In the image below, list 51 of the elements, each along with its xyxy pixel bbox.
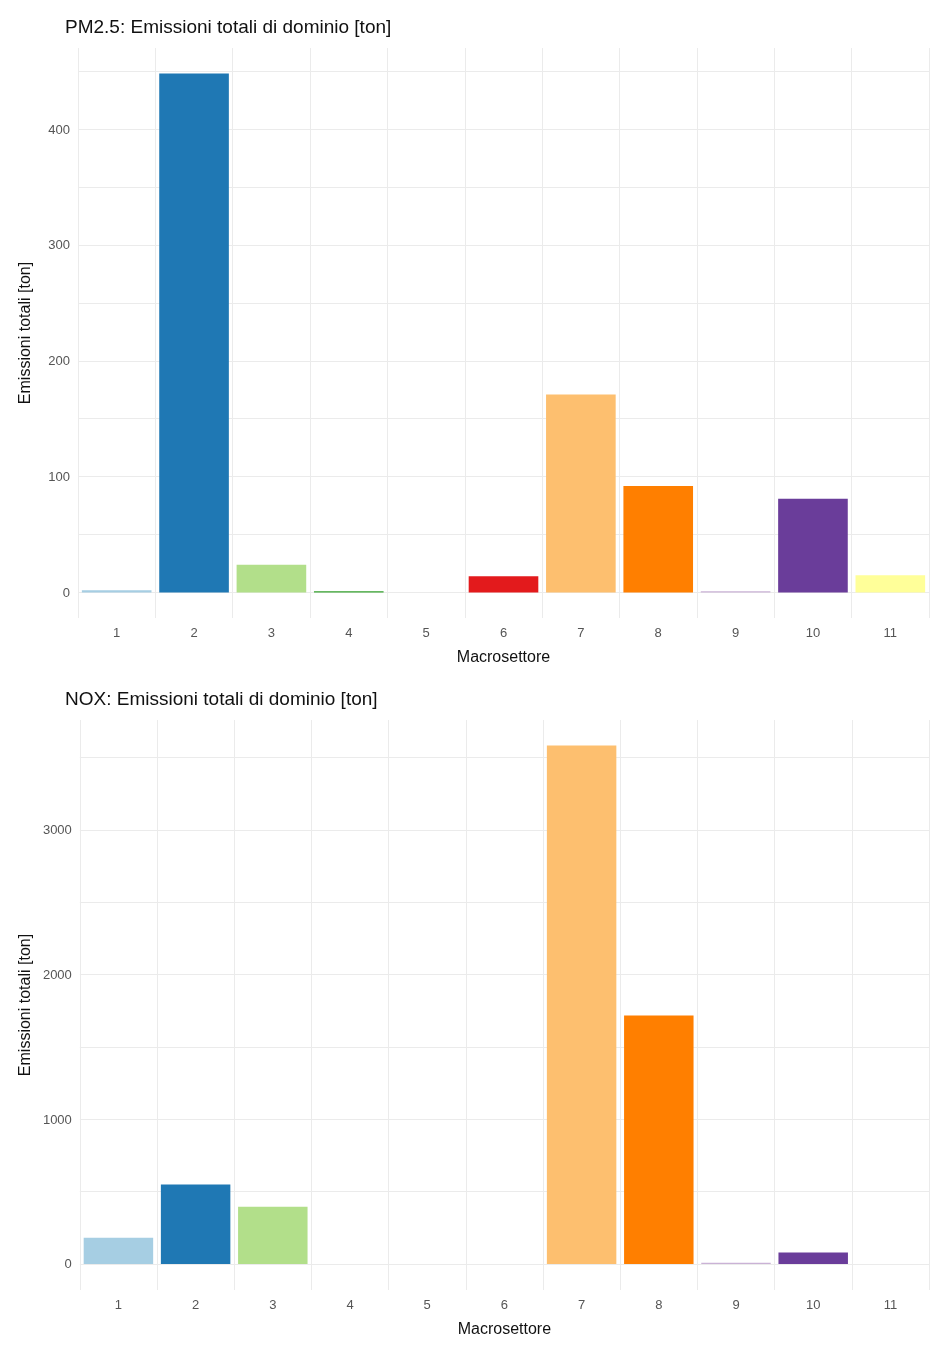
x-axis-title: Macrosettore (456, 647, 551, 665)
y-tick-label: 3000 (42, 822, 72, 838)
bar (159, 73, 229, 593)
bar (546, 745, 617, 1264)
x-tick-label: 3 (267, 625, 276, 640)
y-tick-label: 0 (62, 585, 70, 601)
y-tick-label: 200 (48, 353, 70, 369)
x-tick-label: 1 (113, 625, 121, 640)
x-tick-label: 8 (654, 625, 662, 640)
x-tick-label: 9 (732, 1297, 740, 1312)
x-tick-label: 10 (805, 1297, 821, 1312)
bar (81, 590, 152, 593)
y-tick-label: 100 (48, 469, 70, 485)
x-tick-label: 2 (192, 1297, 200, 1312)
chart-title: PM2.5: Emissioni totali di dominio [ton] (65, 16, 392, 37)
y-tick-label: 0 (64, 1256, 72, 1272)
x-tick-label: 4 (346, 1297, 354, 1312)
bar (236, 564, 307, 593)
bar (83, 1237, 154, 1264)
x-tick-label: 10 (805, 625, 821, 640)
y-tick-label: 2000 (42, 967, 72, 983)
bar (238, 1206, 308, 1264)
y-axis-title: Emissioni totali [ton] (15, 261, 33, 405)
chart-title: NOX: Emissioni totali di dominio [ton] (65, 688, 378, 709)
y-tick-label: 300 (48, 237, 70, 253)
x-tick-label: 8 (655, 1297, 663, 1312)
x-tick-label: 5 (422, 625, 430, 640)
x-axis-title: Macrosettore (457, 1319, 552, 1337)
x-tick-label: 7 (577, 625, 585, 640)
bar (546, 394, 616, 593)
x-tick-label: 2 (190, 625, 198, 640)
x-tick-label: 5 (423, 1297, 431, 1312)
y-tick-label: 400 (48, 121, 70, 137)
bar (468, 576, 539, 593)
bar (855, 575, 926, 593)
y-tick-label: 1000 (42, 1111, 72, 1127)
x-tick-label: 3 (269, 1297, 277, 1312)
bar (778, 1252, 848, 1264)
x-tick-label: 11 (883, 1297, 898, 1312)
bar (160, 1184, 231, 1264)
x-tick-label: 1 (114, 1297, 123, 1312)
x-tick-label: 11 (883, 625, 898, 640)
y-axis-title: Emissioni totali [ton] (15, 933, 33, 1077)
x-tick-label: 6 (499, 625, 508, 640)
x-tick-label: 9 (731, 625, 740, 640)
x-tick-label: 4 (345, 625, 353, 640)
x-tick-label: 6 (500, 1297, 509, 1312)
x-tick-label: 7 (577, 1297, 586, 1312)
bar (624, 1015, 694, 1264)
bar (623, 485, 694, 593)
bar (778, 498, 848, 593)
